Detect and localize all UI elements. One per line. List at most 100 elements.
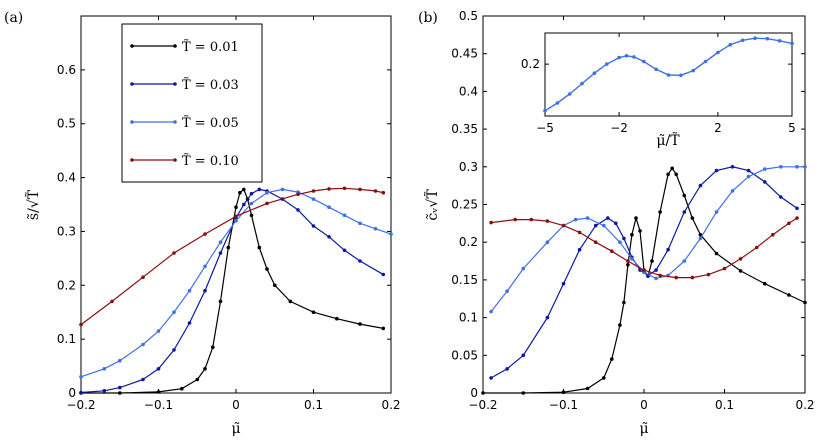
- data-point: [779, 195, 783, 199]
- data-point: [102, 389, 107, 393]
- data-point: [716, 50, 720, 55]
- panel-a-xlabel: μ̃: [231, 421, 240, 437]
- data-point: [803, 165, 807, 169]
- data-point: [765, 36, 770, 41]
- series-line-0: [81, 188, 384, 394]
- y-tick-label: 0.3: [57, 224, 76, 238]
- data-point: [172, 348, 176, 352]
- panel-b-label: (b): [418, 10, 438, 26]
- data-point: [642, 268, 646, 272]
- y-tick-label: 0.45: [451, 47, 478, 61]
- data-point: [203, 232, 207, 236]
- data-point: [327, 235, 331, 239]
- data-point: [771, 232, 775, 237]
- data-point: [593, 223, 598, 228]
- data-point: [618, 323, 622, 327]
- data-point: [654, 67, 658, 72]
- data-point: [622, 300, 626, 305]
- data-point: [658, 273, 662, 278]
- data-point: [787, 221, 791, 226]
- data-point: [373, 189, 378, 193]
- data-point: [203, 264, 207, 269]
- series-line-3: [491, 217, 798, 279]
- data-point: [682, 193, 687, 198]
- data-point: [203, 367, 207, 371]
- data-point: [674, 275, 678, 280]
- data-point: [682, 259, 687, 263]
- data-point: [211, 345, 215, 350]
- data-point: [790, 41, 794, 46]
- x-tick-label: 0: [640, 398, 648, 412]
- data-point: [218, 299, 223, 304]
- inset-xlabel: μ̃/T̃: [656, 131, 680, 149]
- data-point: [730, 189, 735, 193]
- data-point: [238, 190, 242, 195]
- data-point: [555, 101, 560, 105]
- data-point: [110, 299, 114, 304]
- data-point: [311, 310, 316, 315]
- data-point: [638, 229, 642, 233]
- data-point: [521, 266, 526, 271]
- data-point: [666, 247, 670, 252]
- data-point: [481, 391, 485, 395]
- data-point: [602, 223, 606, 228]
- data-point: [580, 81, 584, 86]
- data-point: [141, 377, 145, 382]
- y-tick-label: 0.1: [57, 332, 76, 346]
- data-point: [172, 251, 176, 255]
- data-point: [593, 240, 598, 244]
- data-point: [795, 216, 799, 220]
- legend-marker: [130, 120, 134, 124]
- data-point: [156, 390, 161, 394]
- series-line-0: [544, 37, 793, 112]
- legend-label: T̃ = 0.10: [182, 153, 239, 169]
- data-point: [730, 165, 735, 169]
- data-point: [622, 236, 626, 241]
- data-point: [614, 221, 618, 226]
- legend-box: [121, 23, 263, 183]
- x-tick-label: −0.1: [144, 398, 173, 412]
- data-point: [265, 190, 269, 195]
- data-point: [358, 221, 362, 226]
- data-point: [585, 216, 590, 220]
- data-point: [691, 68, 695, 73]
- x-tick-label: −0.2: [468, 398, 497, 412]
- data-point: [265, 267, 269, 271]
- data-point: [79, 375, 83, 379]
- data-point: [561, 281, 566, 286]
- data-point: [787, 293, 791, 297]
- data-point: [703, 59, 708, 64]
- legend-marker: [173, 44, 177, 48]
- y-tick-label: 0: [470, 386, 478, 400]
- data-point: [257, 187, 262, 192]
- data-point: [389, 232, 393, 236]
- panel-a: (a) −0.2 −0.1 0 0.1 0.2 0 0.1 0.2 0.3 0.4 0.5 0.6 μ…: [4, 10, 401, 437]
- data-point: [79, 322, 83, 327]
- data-point: [234, 218, 238, 223]
- data-point: [577, 247, 582, 252]
- data-point: [714, 210, 719, 214]
- data-point: [543, 109, 547, 113]
- data-point: [195, 377, 200, 382]
- data-point: [311, 189, 316, 193]
- y-tick-label: 0.2: [459, 235, 478, 249]
- y-tick-label: 0.1: [459, 311, 478, 325]
- data-point: [795, 206, 799, 211]
- legend-marker: [173, 120, 177, 124]
- legend-label: T̃ = 0.01: [182, 39, 239, 55]
- x-tick-label: 0: [232, 398, 240, 412]
- data-point: [249, 191, 254, 196]
- data-point: [489, 376, 493, 380]
- data-point: [242, 187, 246, 192]
- x-tick-label: −0.2: [66, 398, 95, 412]
- data-point: [358, 322, 362, 326]
- legend: T̃ = 0.01 T̃ = 0.03 T̃ = 0.05 T̃ = 0.10: [121, 23, 263, 183]
- data-point: [342, 186, 347, 191]
- data-point: [545, 240, 550, 244]
- data-point: [118, 385, 122, 390]
- data-point: [803, 300, 807, 305]
- data-point: [180, 386, 184, 391]
- data-point: [740, 38, 745, 43]
- x-tick-label: 0.1: [715, 398, 734, 412]
- data-point: [335, 316, 339, 321]
